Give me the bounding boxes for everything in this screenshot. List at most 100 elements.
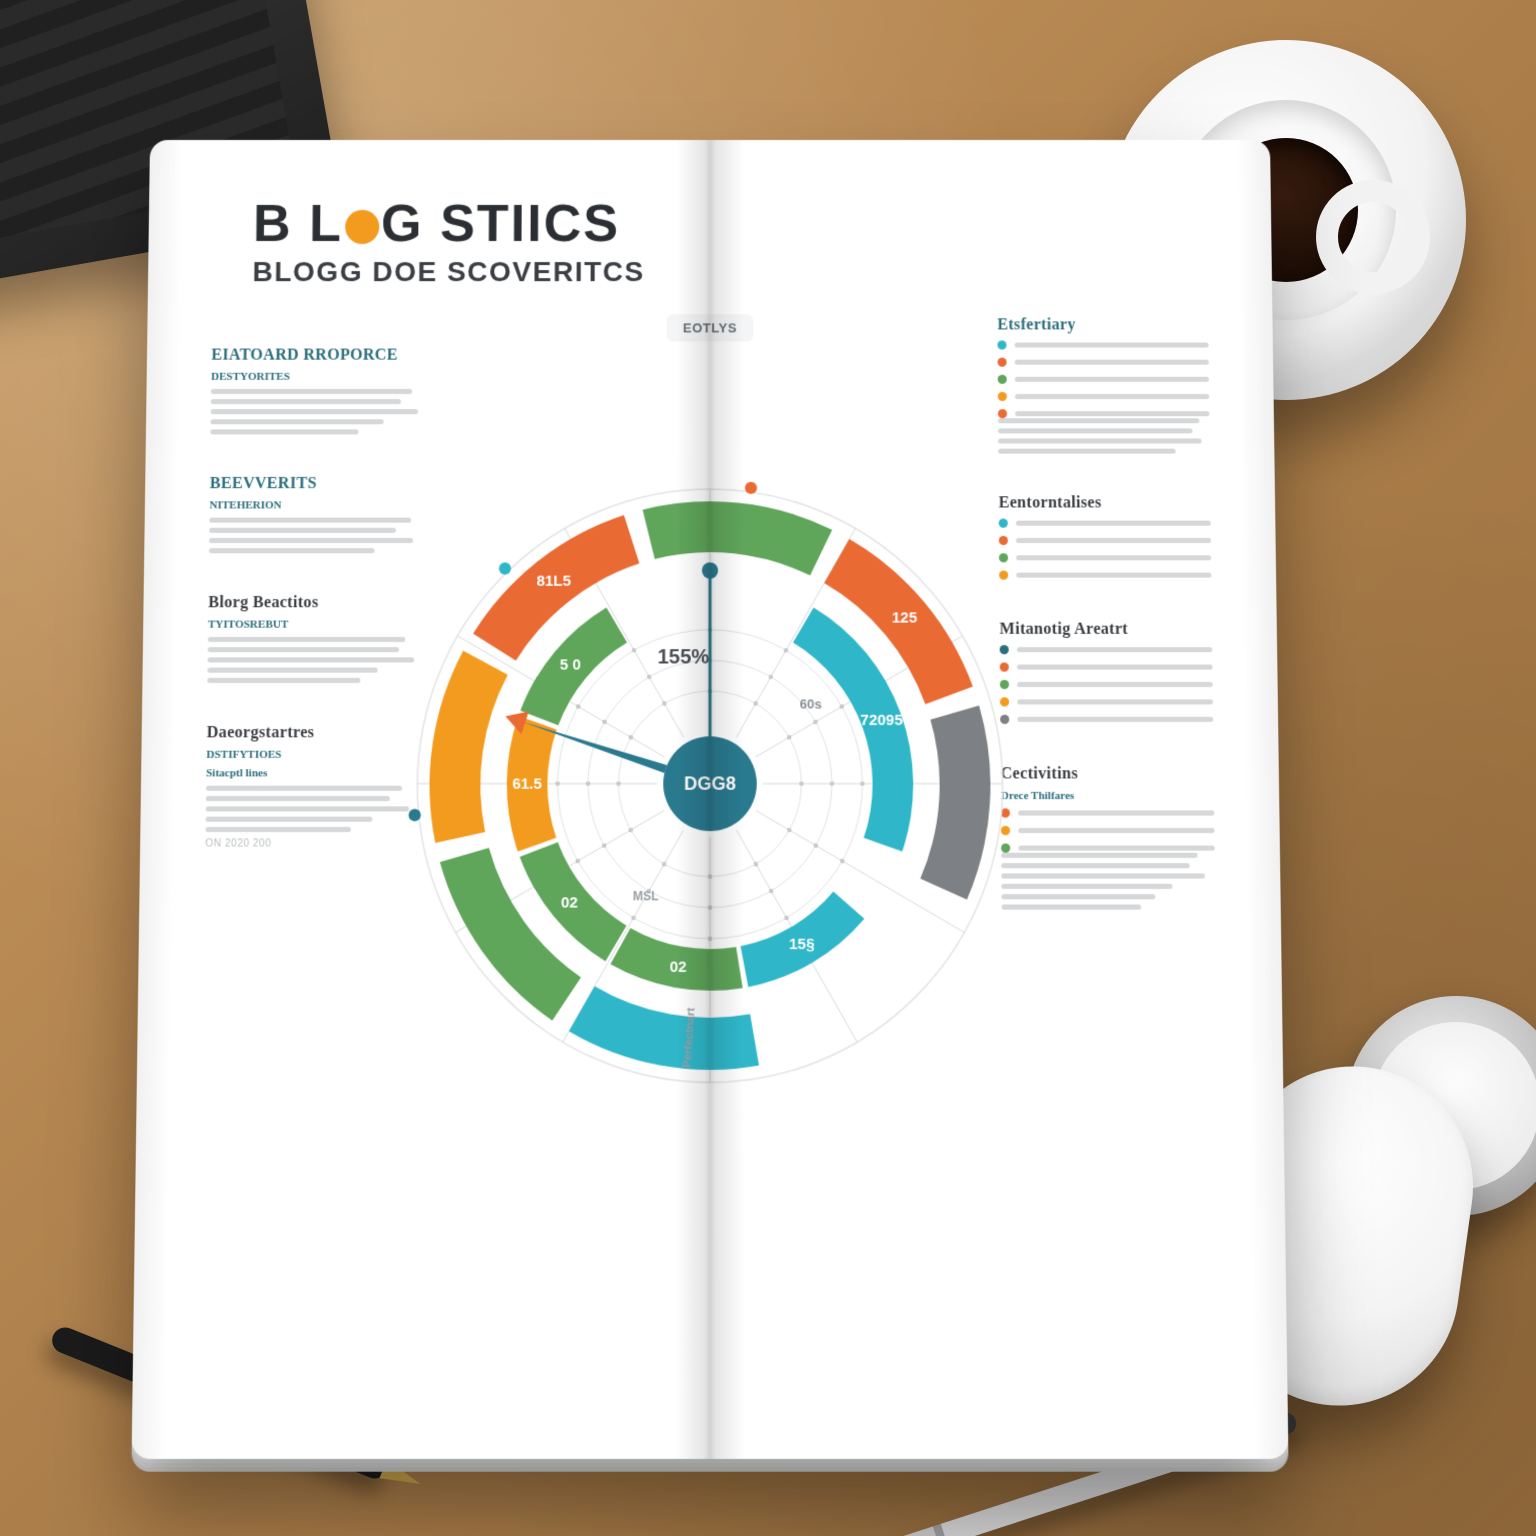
text-line [208, 647, 399, 652]
text-line [998, 428, 1193, 433]
page-content: B LG STIICS BLOGG DOE SCOVERITCS EIATOAR… [198, 192, 1221, 1395]
text-line [208, 657, 414, 662]
section-title: Cectivitins [1000, 765, 1214, 784]
bullet-text-line [1015, 411, 1209, 416]
text-line [209, 538, 413, 543]
bullet-list [1000, 645, 1214, 724]
text-line [998, 449, 1176, 454]
text-line [211, 389, 412, 394]
bullet-item [1000, 680, 1213, 689]
side-section: BEEVVERITSNITEHERION [209, 475, 422, 553]
section-footnote: ON 2020 200 [205, 838, 419, 849]
bullet-item [1000, 697, 1213, 706]
section-title: Blorg Beactitos [208, 594, 421, 612]
title-block: B LG STIICS BLOGG DOE SCOVERITCS [252, 198, 1208, 288]
chart-inner-label: 656 [718, 921, 742, 938]
text-line [205, 827, 350, 832]
bullet-text-line [1016, 573, 1211, 578]
chart-inner-label: 60s [800, 696, 822, 711]
text-line [211, 409, 418, 414]
bullet-dot-icon [998, 358, 1007, 367]
section-title: Eentorntalises [999, 494, 1211, 512]
text-line [207, 668, 377, 673]
bullet-text-line [1016, 521, 1211, 526]
section-title: Mitanotig Areatrt [999, 621, 1212, 639]
bullet-text-line [1015, 377, 1209, 382]
side-section: Cectivitins Drece Thilfares [1000, 765, 1215, 910]
bullet-text-line [1017, 699, 1213, 704]
bullet-item [998, 375, 1209, 384]
bullet-list [999, 519, 1212, 580]
radial-chart: 61.55 0020215§7209581L5125MSL155%60s656P… [393, 467, 1028, 1106]
text-line [206, 786, 402, 791]
bullet-item [1000, 715, 1213, 724]
text-lines [207, 637, 420, 683]
chart-box-label: EOTLYS [667, 314, 753, 341]
right-column: Etsfertiary Eentorntalises Mitanotig Areat… [997, 306, 1221, 1359]
section-mini-label: Drece Thilfares [1001, 790, 1215, 802]
text-line [1001, 863, 1189, 868]
chart-inner-label: 155% [658, 646, 710, 669]
text-line [1001, 873, 1204, 878]
text-lines [1001, 853, 1215, 910]
text-line [206, 817, 373, 822]
outer-ring-segment [643, 502, 833, 576]
bullet-dot-icon [998, 392, 1007, 401]
text-line [208, 637, 406, 642]
text-line [210, 429, 358, 434]
section-title: BEEVVERITS [210, 475, 422, 493]
bullet-dot-icon [997, 341, 1006, 350]
bullet-dot-icon [998, 409, 1007, 418]
outer-ring-segment [919, 706, 991, 900]
bullet-text-line [1016, 538, 1211, 543]
bullet-dot-icon [998, 375, 1007, 384]
cup-handle [1316, 180, 1430, 294]
text-line [209, 548, 375, 553]
page-title: B LG STIICS [253, 198, 1208, 250]
section-title: Daeorgstartres [207, 724, 420, 742]
bullet-item [999, 553, 1211, 562]
chart-area: EOTLYS 61.55 0020215§7209581L5125MSL155%… [432, 306, 988, 1359]
center-label: DGG8 [684, 774, 736, 795]
bullet-text-line [1017, 647, 1213, 652]
text-lines [210, 389, 422, 435]
outer-ring-label: 81L5 [536, 572, 571, 589]
text-line [210, 419, 383, 424]
text-line [209, 518, 410, 523]
bullet-text-line [1018, 828, 1214, 833]
left-column: EIATOARD RROPORCEDESTYORITES BEEVVERITSNI… [199, 306, 423, 1359]
bullet-item [1001, 843, 1215, 852]
side-section: Daeorgstartres DSTIFYTIOES Sitacptl lines O… [205, 724, 420, 850]
text-line [998, 438, 1201, 443]
section-mini-label: Sitacptl lines [206, 767, 419, 779]
bullet-item [999, 536, 1211, 545]
bullet-text-line [1015, 360, 1209, 365]
bullet-text-line [1017, 717, 1213, 722]
callout-dot [499, 563, 511, 575]
side-section: Eentorntalises [999, 494, 1212, 579]
bullet-text-line [1015, 343, 1209, 348]
inner-ring-label: 5 0 [560, 656, 581, 673]
text-line [206, 796, 390, 801]
bullet-item [1001, 826, 1215, 835]
side-section: EIATOARD RROPORCEDESTYORITES [210, 347, 422, 435]
bullet-item [1001, 808, 1215, 817]
text-lines [209, 518, 421, 554]
title-part-1: B L [253, 195, 344, 253]
inner-ring-label: 02 [670, 958, 687, 976]
bullet-item [999, 519, 1211, 528]
inner-ring-label: 72095 [860, 712, 902, 729]
bullet-item [998, 358, 1209, 367]
outer-ring-segment [429, 651, 508, 843]
section-mini-label: DSTIFYTIOES [206, 749, 419, 761]
text-line [211, 399, 401, 404]
bullet-list [1001, 808, 1215, 852]
side-section: Etsfertiary [997, 316, 1210, 453]
bullet-text-line [1018, 846, 1214, 851]
inner-ring-label: 02 [561, 895, 578, 913]
side-section: Mitanotig Areatrt [999, 621, 1213, 724]
text-line [206, 806, 409, 811]
document-page: B LG STIICS BLOGG DOE SCOVERITCS EIATOAR… [132, 140, 1289, 1459]
bullet-item [997, 341, 1208, 350]
callout-dot [409, 809, 421, 821]
